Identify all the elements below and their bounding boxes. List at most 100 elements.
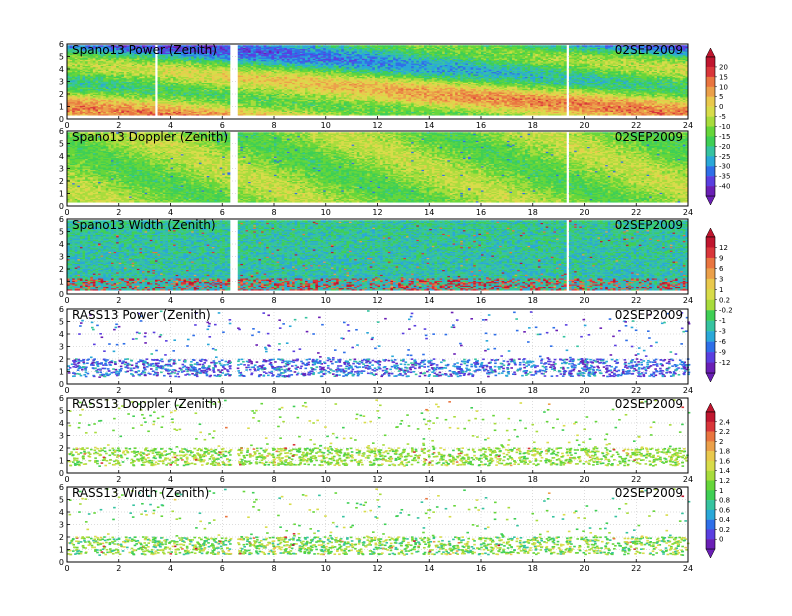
x-tick-label: 22 bbox=[631, 121, 641, 130]
x-tick-label: 2 bbox=[116, 564, 121, 573]
y-tick-label: 4 bbox=[59, 240, 64, 249]
colorbar-label: 1.4 bbox=[719, 467, 731, 475]
x-tick-label: 18 bbox=[528, 296, 538, 305]
y-tick-label: 6 bbox=[59, 40, 64, 49]
x-tick-label: 16 bbox=[476, 121, 486, 130]
x-tick-label: 20 bbox=[579, 296, 589, 305]
panel-title: RASS13 Width (Zenith) bbox=[72, 486, 209, 500]
x-tick-label: 24 bbox=[683, 208, 693, 217]
x-tick-label: 16 bbox=[476, 386, 486, 395]
x-tick-label: 20 bbox=[579, 121, 589, 130]
colorbar-label: 12 bbox=[719, 244, 728, 252]
colorbar-label: -9 bbox=[719, 349, 726, 357]
x-tick-label: 2 bbox=[116, 121, 121, 130]
x-tick-label: 14 bbox=[424, 296, 434, 305]
x-tick-label: 0 bbox=[64, 121, 69, 130]
panel-date: 02SEP2009 bbox=[615, 218, 683, 232]
y-tick-label: 6 bbox=[59, 394, 64, 403]
x-tick-label: 2 bbox=[116, 208, 121, 217]
y-tick-label: 5 bbox=[59, 228, 64, 237]
panel-title: RASS13 Doppler (Zenith) bbox=[72, 397, 222, 411]
x-tick-label: 8 bbox=[271, 208, 276, 217]
x-tick-label: 12 bbox=[372, 564, 382, 573]
y-tick-label: 6 bbox=[59, 305, 64, 314]
x-tick-label: 4 bbox=[168, 564, 173, 573]
panel-date: 02SEP2009 bbox=[615, 486, 683, 500]
x-tick-label: 16 bbox=[476, 208, 486, 217]
y-tick-label: 5 bbox=[59, 140, 64, 149]
y-tick-label: 0 bbox=[59, 115, 64, 124]
y-tick-label: 1 bbox=[59, 368, 64, 377]
x-tick-label: 18 bbox=[528, 475, 538, 484]
y-tick-label: 1 bbox=[59, 457, 64, 466]
colorbar-label: 1.2 bbox=[719, 477, 730, 485]
colorbar-label: -35 bbox=[719, 173, 730, 181]
y-tick-label: 2 bbox=[59, 444, 64, 453]
y-tick-label: 5 bbox=[59, 407, 64, 416]
y-tick-label: 1 bbox=[59, 278, 64, 287]
x-tick-label: 18 bbox=[528, 121, 538, 130]
x-tick-label: 24 bbox=[683, 121, 693, 130]
y-tick-label: 3 bbox=[59, 343, 64, 352]
colorbar-label: 1.6 bbox=[719, 457, 731, 465]
colorbar-label: 0.4 bbox=[719, 516, 731, 524]
x-tick-label: 22 bbox=[631, 564, 641, 573]
panel-title: Spano13 Width (Zenith) bbox=[72, 218, 216, 232]
y-tick-label: 4 bbox=[59, 65, 64, 74]
colorbar-label: 1 bbox=[719, 286, 723, 294]
x-tick-label: 2 bbox=[116, 296, 121, 305]
x-tick-label: 14 bbox=[424, 386, 434, 395]
x-tick-label: 4 bbox=[168, 475, 173, 484]
y-tick-label: 1 bbox=[59, 190, 64, 199]
y-tick-label: 6 bbox=[59, 215, 64, 224]
x-tick-label: 0 bbox=[64, 564, 69, 573]
x-tick-label: 22 bbox=[631, 386, 641, 395]
x-tick-label: 10 bbox=[321, 296, 331, 305]
y-tick-label: 2 bbox=[59, 533, 64, 542]
colorbar-label: 0.6 bbox=[719, 506, 731, 514]
y-tick-label: 3 bbox=[59, 432, 64, 441]
y-tick-label: 4 bbox=[59, 152, 64, 161]
x-tick-label: 10 bbox=[321, 386, 331, 395]
y-tick-label: 6 bbox=[59, 483, 64, 492]
x-tick-label: 16 bbox=[476, 564, 486, 573]
x-tick-label: 6 bbox=[220, 121, 225, 130]
x-tick-label: 6 bbox=[220, 475, 225, 484]
colorbar-label: -6 bbox=[719, 338, 727, 346]
colorbar-label: 0.2 bbox=[719, 296, 730, 304]
x-tick-label: 6 bbox=[220, 208, 225, 217]
colorbar-label: -15 bbox=[719, 133, 730, 141]
x-tick-label: 16 bbox=[476, 475, 486, 484]
x-tick-label: 10 bbox=[321, 208, 331, 217]
colorbar-label: -5 bbox=[719, 113, 726, 121]
colorbar-label: -25 bbox=[719, 153, 730, 161]
colorbar-label: 0 bbox=[719, 536, 723, 544]
y-tick-label: 3 bbox=[59, 253, 64, 262]
x-tick-label: 20 bbox=[579, 475, 589, 484]
colorbar-label: 20 bbox=[719, 63, 728, 71]
x-tick-label: 2 bbox=[116, 475, 121, 484]
y-tick-label: 5 bbox=[59, 53, 64, 62]
x-tick-label: 20 bbox=[579, 564, 589, 573]
x-tick-label: 4 bbox=[168, 296, 173, 305]
x-tick-label: 12 bbox=[372, 296, 382, 305]
colorbar-label: 2.2 bbox=[719, 428, 730, 436]
x-tick-label: 24 bbox=[683, 386, 693, 395]
x-tick-label: 14 bbox=[424, 564, 434, 573]
colorbar-label: 3 bbox=[719, 275, 723, 283]
x-tick-label: 4 bbox=[168, 208, 173, 217]
y-tick-label: 2 bbox=[59, 265, 64, 274]
colorbar-label: -40 bbox=[719, 183, 730, 191]
colorbar-label: 0.8 bbox=[719, 497, 730, 505]
x-tick-label: 0 bbox=[64, 386, 69, 395]
x-tick-label: 12 bbox=[372, 475, 382, 484]
y-tick-label: 4 bbox=[59, 419, 64, 428]
y-tick-label: 1 bbox=[59, 546, 64, 555]
y-tick-label: 4 bbox=[59, 508, 64, 517]
x-tick-label: 12 bbox=[372, 386, 382, 395]
colorbar-label: 15 bbox=[719, 73, 728, 81]
